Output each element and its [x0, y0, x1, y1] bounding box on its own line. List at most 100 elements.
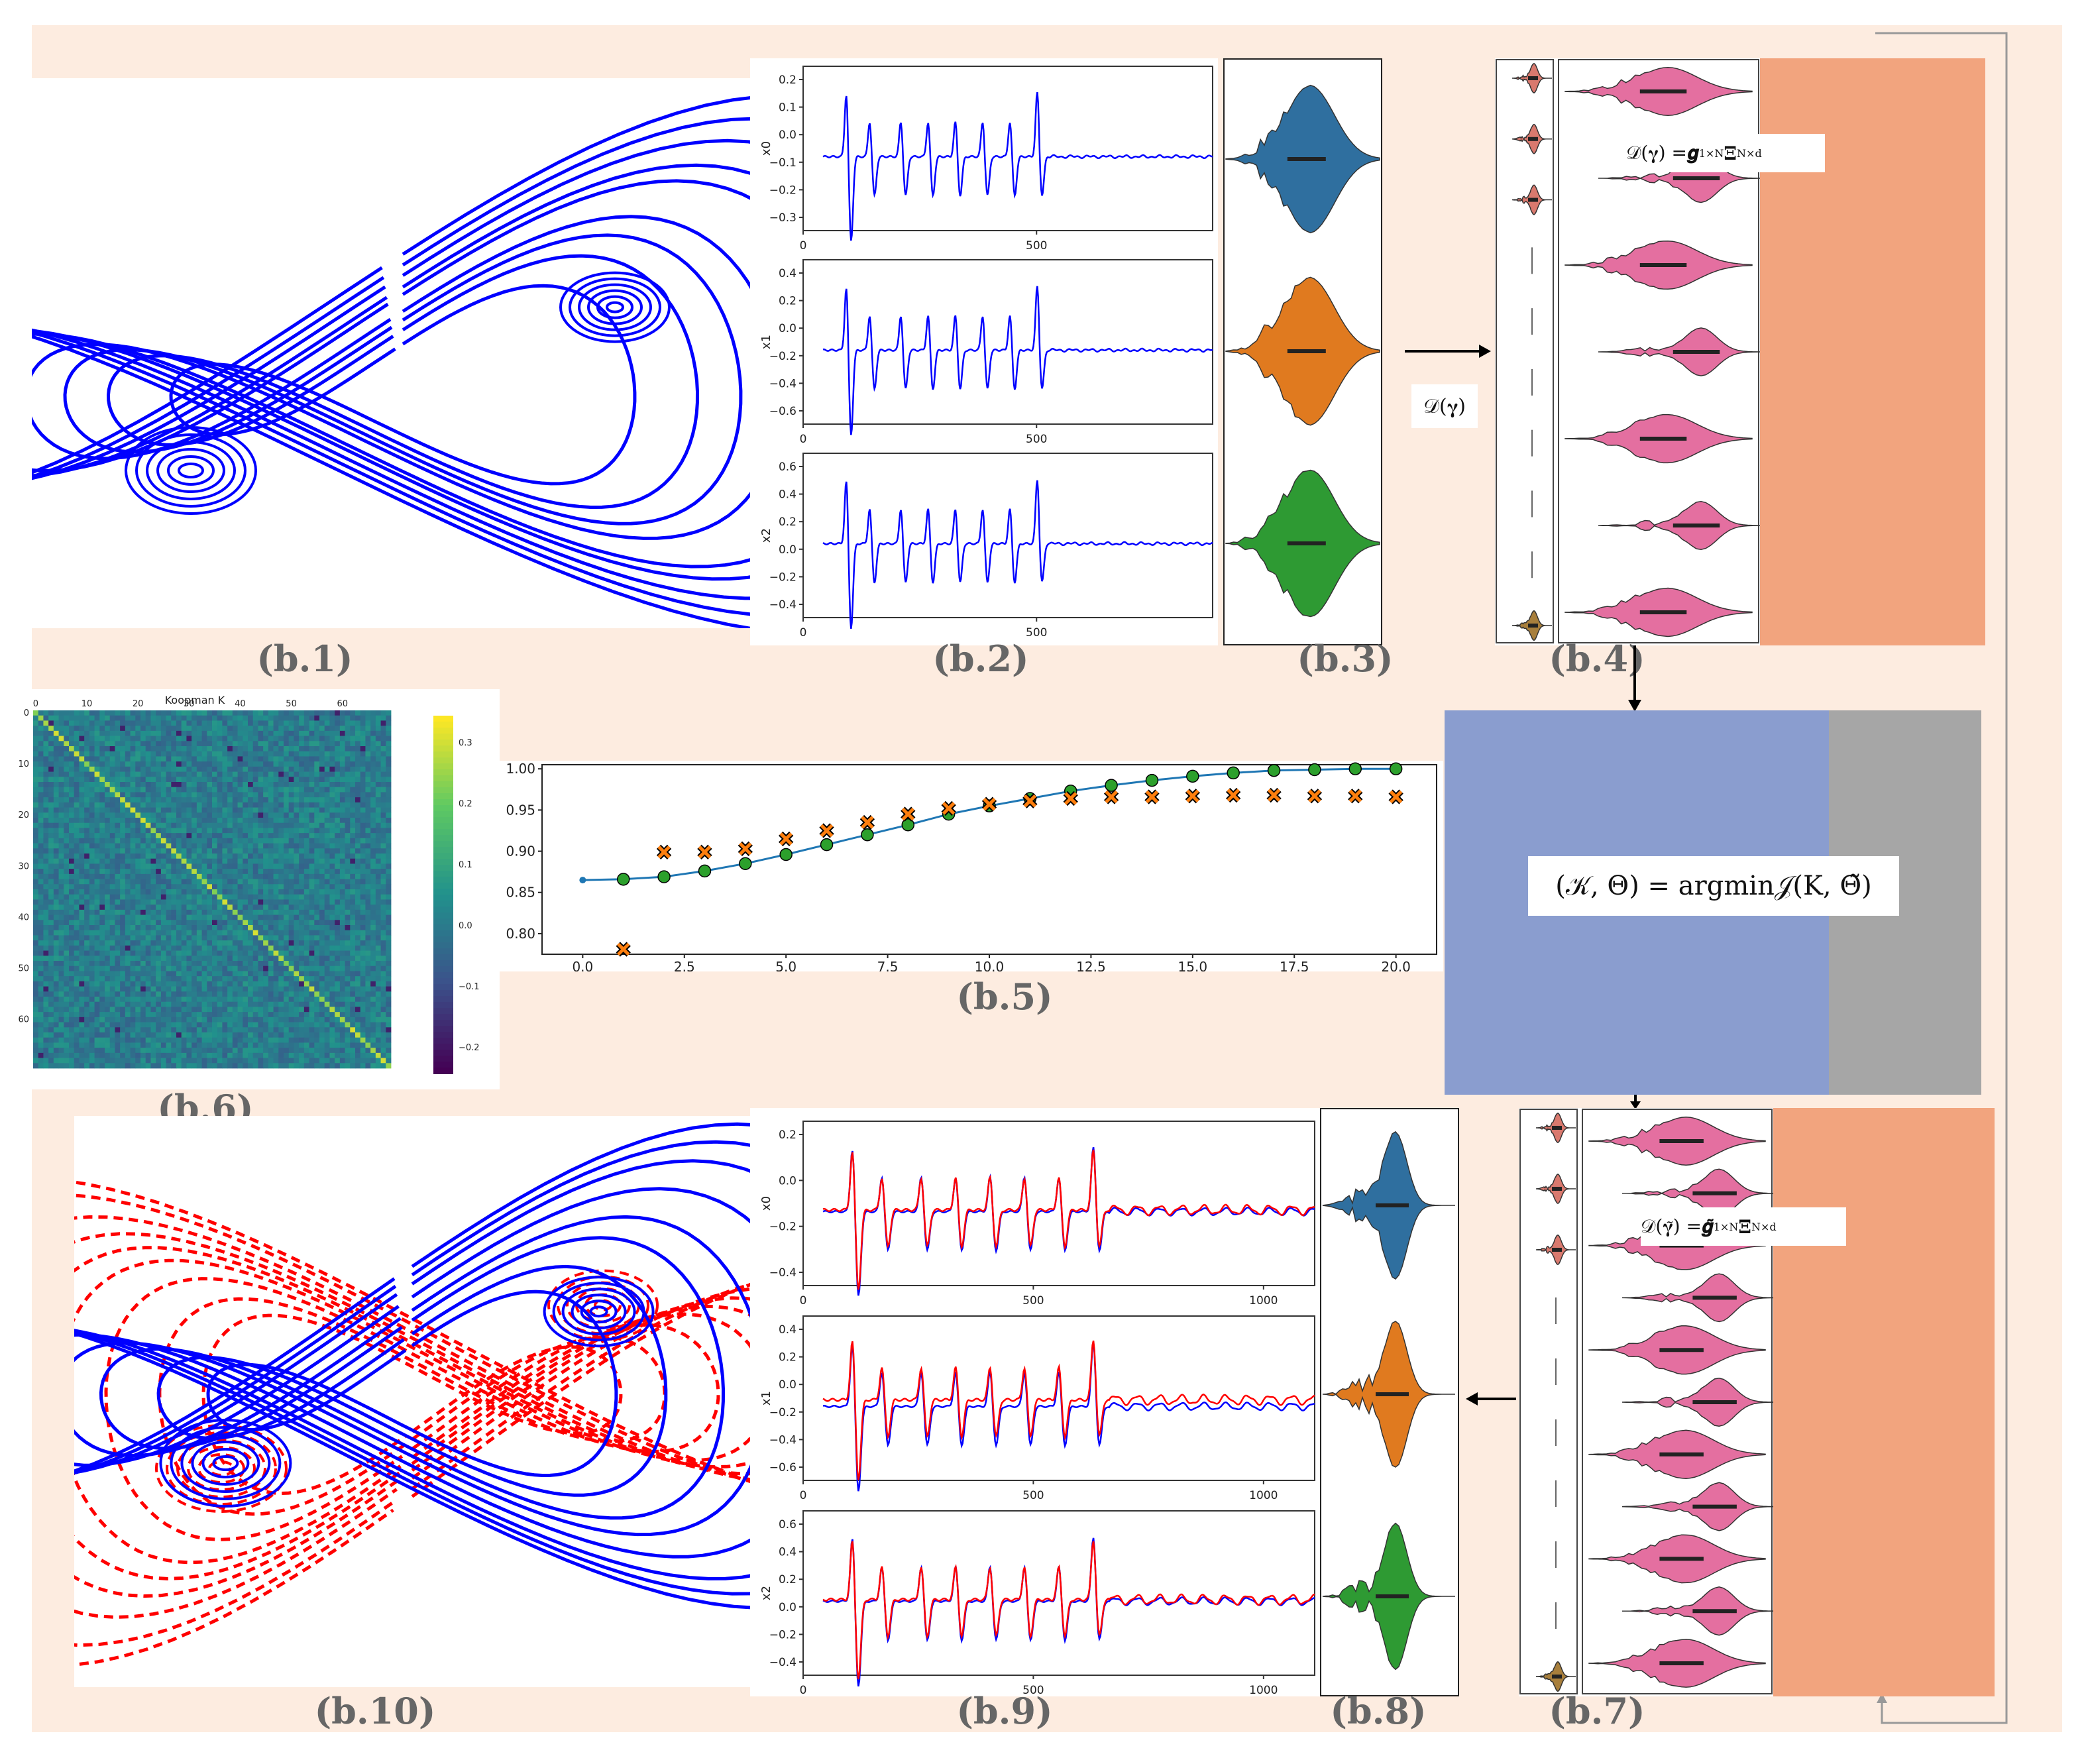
heatmap-cell [273, 761, 279, 767]
heatmap-cell [355, 726, 361, 732]
heatmap-cell [84, 715, 90, 721]
heatmap-cell [192, 894, 197, 900]
heatmap-cell [355, 736, 361, 742]
heatmap-cell [258, 1007, 264, 1013]
heatmap-cell [99, 1017, 105, 1022]
heatmap-cell [365, 726, 371, 732]
heatmap-cell [130, 797, 136, 803]
heatmap-cell [258, 726, 264, 732]
heatmap-cell [166, 1012, 172, 1018]
heatmap-cell [319, 869, 325, 875]
heatmap-cell [360, 807, 366, 813]
heatmap-cell [160, 1048, 166, 1054]
heatmap-cell [48, 945, 54, 951]
heatmap-cell [248, 945, 254, 951]
heatmap-cell [329, 894, 335, 900]
heatmap-cell [150, 935, 156, 941]
heatmap-cell [69, 1037, 75, 1043]
heatmap-cell [278, 761, 284, 767]
heatmap-cell [145, 961, 151, 967]
heatmap-cell [145, 838, 151, 844]
heatmap-cell [263, 838, 269, 844]
heatmap-cell [160, 863, 166, 869]
heatmap-cell [303, 863, 309, 869]
heatmap-cell [69, 920, 75, 926]
heatmap-cell [243, 838, 248, 844]
heatmap-cell [329, 838, 335, 844]
heatmap-cell [79, 848, 85, 854]
heatmap-cell [196, 777, 202, 783]
heatmap-cell [53, 766, 59, 772]
heatmap-cell [145, 777, 151, 783]
heatmap-cell [120, 879, 126, 885]
heatmap-cell [43, 854, 49, 859]
heatmap-cell [324, 833, 330, 839]
heatmap-cell [243, 1052, 248, 1058]
heatmap-cell [156, 746, 162, 752]
heatmap-cell [309, 822, 315, 828]
heatmap-cell [217, 1007, 223, 1013]
heatmap-cell [355, 828, 361, 834]
heatmap-cell [53, 726, 59, 732]
heatmap-cell [69, 726, 75, 732]
heatmap-cell [207, 981, 213, 987]
heatmap-cell [314, 822, 320, 828]
heatmap-cell [212, 1037, 218, 1043]
heatmap-cell [314, 730, 320, 736]
heatmap-cell [339, 720, 345, 726]
heatmap-cell [74, 736, 80, 742]
heatmap-cell [314, 981, 320, 987]
heatmap-cell [288, 945, 294, 951]
heatmap-cell [370, 771, 376, 777]
heatmap-cell [309, 905, 315, 910]
heatmap-cell [273, 858, 279, 864]
heatmap-cell [140, 1048, 146, 1054]
heatmap-cell [232, 848, 238, 854]
heatmap-cell [74, 879, 80, 885]
heatmap-cell [294, 920, 300, 926]
heatmap-cell [319, 961, 325, 967]
heatmap-cell [278, 751, 284, 757]
heatmap-cell [273, 961, 279, 967]
heatmap-cell [207, 771, 213, 777]
heatmap-cell [329, 736, 335, 742]
heatmap-cell [105, 756, 111, 762]
heatmap-cell [258, 782, 264, 788]
heatmap-cell [160, 976, 166, 982]
heatmap-cell [237, 843, 243, 849]
heatmap-cell [109, 986, 115, 992]
heatmap-cell [38, 981, 44, 987]
heatmap-cell [263, 741, 269, 747]
heatmap-cell [171, 766, 177, 772]
heatmap-cell [335, 1017, 341, 1022]
heatmap-cell [105, 965, 111, 971]
heatmap-cell [79, 802, 85, 808]
heatmap-cell [345, 1017, 351, 1022]
heatmap-cell [212, 930, 218, 936]
heatmap-cell [130, 854, 136, 859]
heatmap-cell [109, 914, 115, 920]
heatmap-cell [386, 986, 392, 992]
heatmap-cell [48, 736, 54, 742]
heatmap-cell [181, 935, 187, 941]
heatmap-cell [43, 797, 49, 803]
heatmap-cell [156, 854, 162, 859]
heatmap-cell [217, 909, 223, 915]
heatmap-cell [38, 797, 44, 803]
heatmap-cell [48, 843, 54, 849]
heatmap-cell [140, 761, 146, 767]
heatmap-cell [79, 833, 85, 839]
heatmap-cell [227, 833, 233, 839]
heatmap-cell [314, 965, 320, 971]
heatmap-cell [243, 726, 248, 732]
heatmap-cell [339, 869, 345, 875]
heatmap-cell [207, 1012, 213, 1018]
heatmap-cell [284, 997, 290, 1003]
heatmap-cell [345, 884, 351, 890]
heatmap-cell [196, 961, 202, 967]
heatmap-cell [160, 1037, 166, 1043]
heatmap-cell [217, 741, 223, 747]
heatmap-cell [33, 920, 39, 926]
heatmap-cell [186, 715, 192, 721]
heatmap-cell [345, 777, 351, 783]
